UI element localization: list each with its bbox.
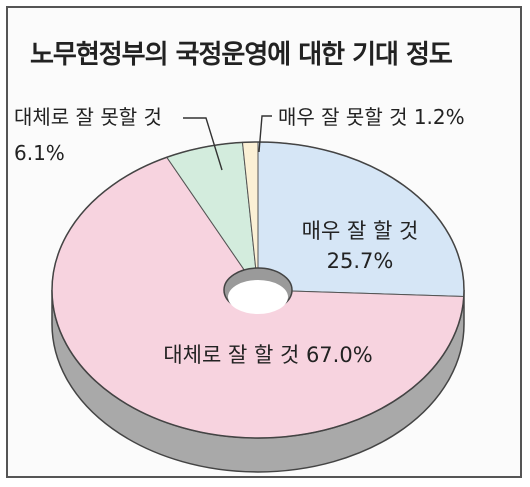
slice-2-label: 대체로 잘 못할 것	[14, 105, 162, 129]
donut-hole	[228, 280, 288, 314]
slice-3-label: 매우 잘 못할 것 1.2%	[278, 105, 465, 129]
slice-0-value-label: 25.7%	[327, 249, 394, 273]
donut-rim	[51, 141, 465, 439]
chart-title: 노무현정부의 국정운영에 대한 기대 정도	[30, 40, 453, 70]
slice-0-label: 매우 잘 할 것	[302, 219, 419, 243]
slice-2-value-label: 6.1%	[14, 141, 65, 165]
slice-3-leader-line	[258, 115, 272, 153]
slice-1-label: 대체로 잘 할 것 67.0%	[163, 343, 372, 367]
slice-2-leader-line	[183, 117, 223, 171]
